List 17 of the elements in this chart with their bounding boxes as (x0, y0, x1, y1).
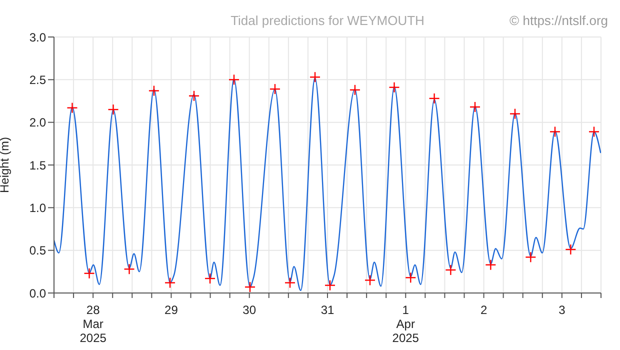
x-tick-label: 28 Mar 2025 (80, 303, 107, 345)
x-tick-label: 1 Apr 2025 (392, 303, 420, 345)
y-tick-label: 3.0 (29, 30, 46, 44)
x-tick-label: 3 (558, 303, 566, 317)
text: © https://ntslf.org (510, 13, 608, 28)
y-axis-title: Height (m) (0, 136, 12, 194)
y-tick-label: 2.5 (29, 72, 46, 87)
y-tick-label: 0.0 (29, 286, 46, 300)
chart-title: Tidal predictions for WEYMOUTH (230, 13, 424, 28)
x-tick-label: 31 (320, 303, 334, 317)
y-tick-label: 1.0 (29, 200, 46, 215)
x-tick-label: 29 (164, 303, 178, 317)
y-tick-label: 2.0 (29, 116, 46, 130)
x-tick-label: 2 (480, 303, 488, 317)
y-tick-label: 1.5 (29, 158, 46, 172)
x-tick-label: 30 (242, 303, 256, 317)
y-tick-label: 0.5 (29, 244, 46, 258)
